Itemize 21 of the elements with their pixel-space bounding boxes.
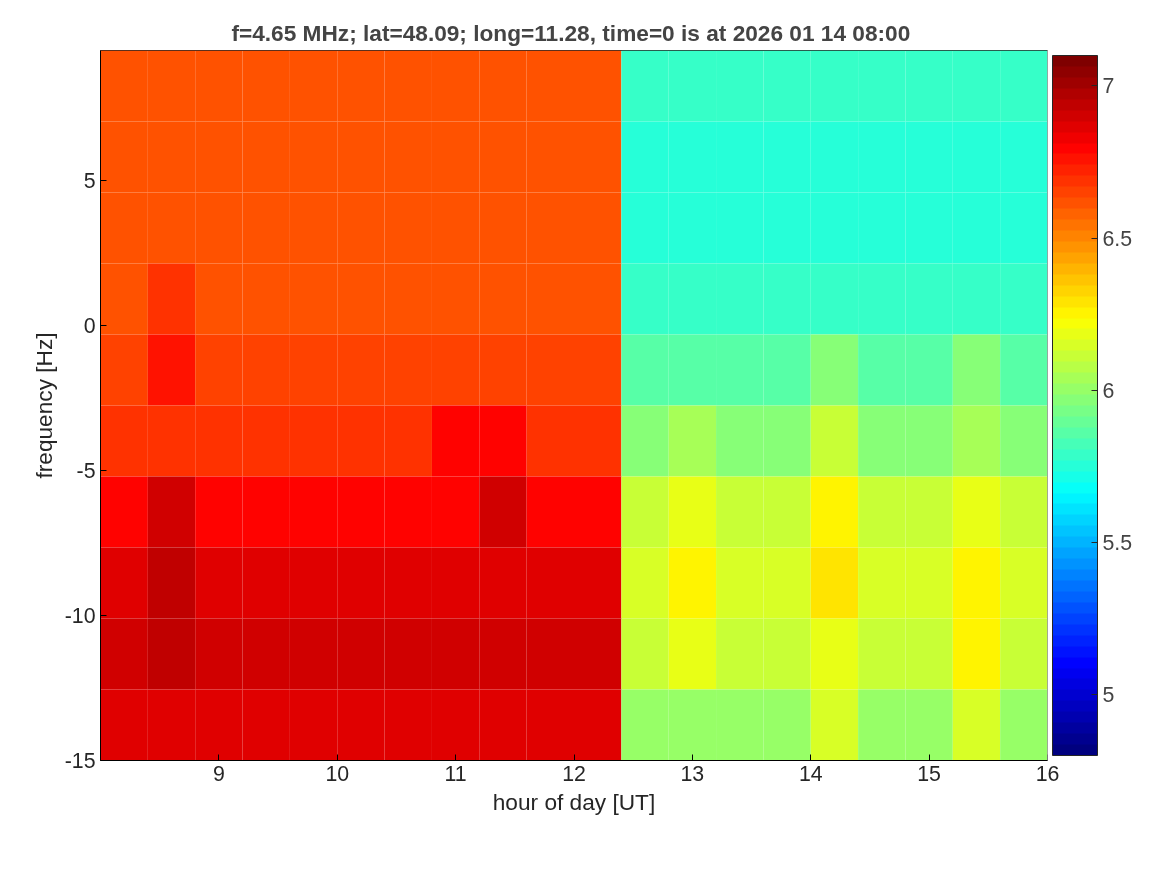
x-tick-label: 9 [212,761,225,786]
x-tick-label: 11 [444,761,467,786]
x-tick-label: 10 [325,761,350,786]
color-bar-label: 6.5 [1102,226,1133,251]
x-tick-label: 12 [562,761,586,786]
color-bar-label: 7 [1102,74,1115,99]
color-bar-label: 6 [1102,378,1115,403]
chart-title: f=4.65 MHz; lat=48.09; long=11.28, time=0 is at 2026 01 14 08:00 [231,19,911,46]
x-axis-title: hour of day [UT] [492,788,656,815]
color-bar-label: 5 [1102,683,1115,708]
x-tick-label: 16 [1035,761,1060,786]
y-tick-label: -10 [64,604,96,629]
x-tick-label: 13 [680,761,705,786]
x-tick-label: 15 [917,761,941,786]
y-tick-label: -15 [64,749,96,773]
x-tick-label: 14 [798,761,823,786]
y-tick-label: 0 [83,314,96,339]
y-tick-label: 5 [83,169,96,194]
y-tick-label: -5 [76,459,96,484]
y-axis-title: frequency [Hz] [30,332,57,479]
color-bar-label: 5.5 [1102,530,1133,555]
